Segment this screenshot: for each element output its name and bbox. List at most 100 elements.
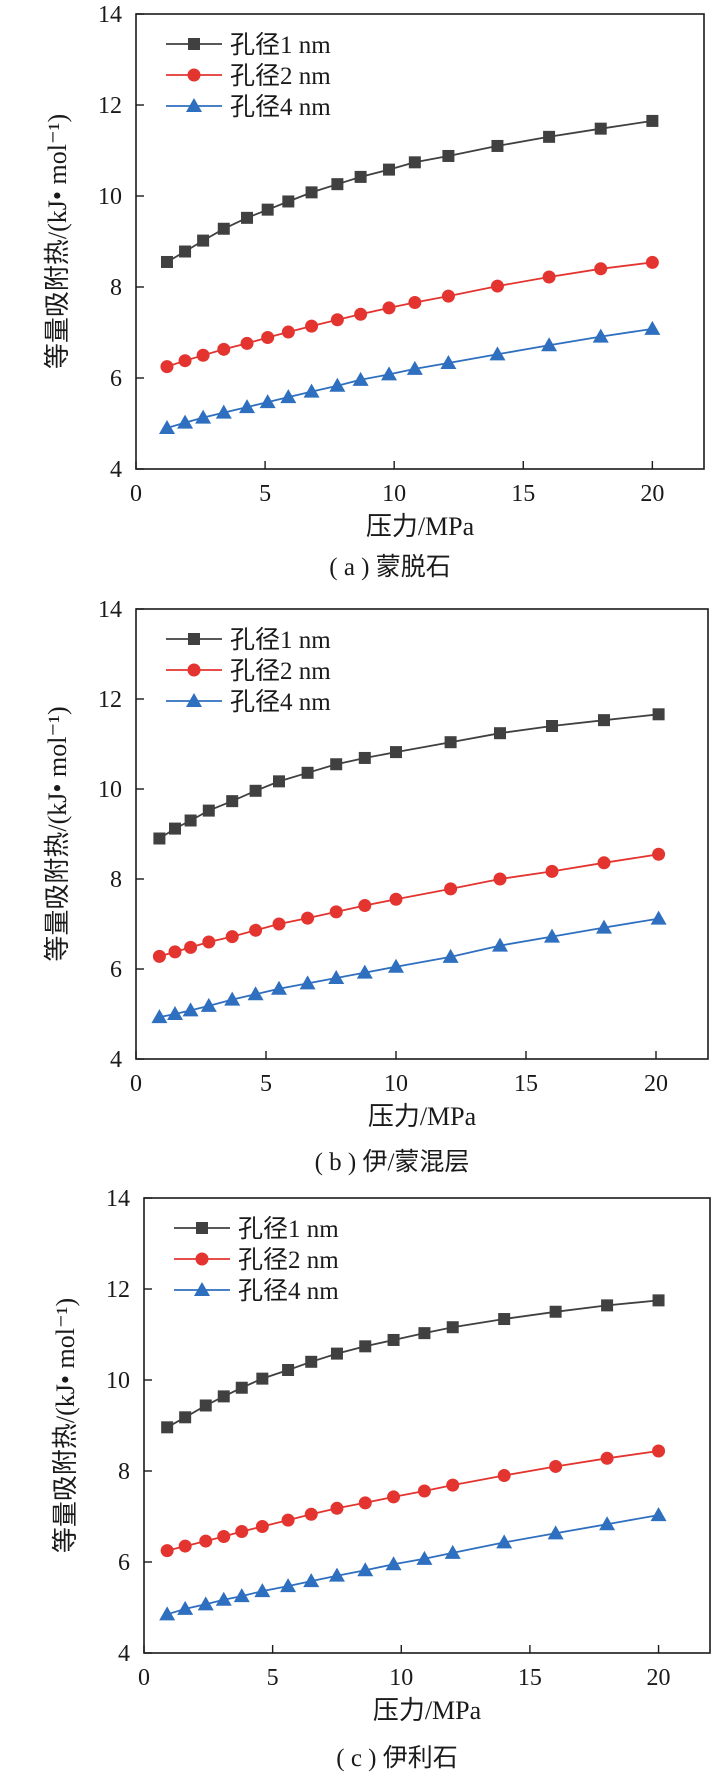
data-point xyxy=(644,320,661,335)
x-tick-label: 20 xyxy=(640,481,664,507)
data-point xyxy=(646,114,659,127)
data-point xyxy=(489,346,506,361)
legend: 孔径1 nm 孔径2 nm 孔径4 nm xyxy=(166,31,331,121)
data-point xyxy=(546,720,558,732)
data-point xyxy=(158,420,175,435)
data-point xyxy=(161,1421,174,1434)
data-point xyxy=(168,945,182,959)
plot-frame xyxy=(135,13,705,470)
data-point xyxy=(549,1459,563,1473)
data-point xyxy=(226,795,239,808)
data-point xyxy=(491,139,504,152)
data-point xyxy=(645,255,659,269)
series-line xyxy=(158,713,659,840)
y-tick-label: 14 xyxy=(106,1186,130,1212)
data-point xyxy=(542,270,556,284)
data-point xyxy=(256,1372,269,1385)
data-point xyxy=(259,394,276,409)
data-point xyxy=(490,279,504,293)
data-point xyxy=(235,1525,249,1539)
y-tick-label: 10 xyxy=(106,1368,130,1394)
x-axis-title: 压力/MPa xyxy=(368,1102,477,1131)
series-2 xyxy=(152,847,666,963)
legend-marker xyxy=(187,68,201,82)
data-point xyxy=(356,964,373,979)
data-point xyxy=(359,1340,372,1353)
legend: 孔径1 nm 孔径2 nm 孔径4 nm xyxy=(174,1215,339,1305)
legend-label: 孔径4 nm xyxy=(230,93,331,121)
data-point xyxy=(330,1347,343,1360)
y-axis-title: 等量吸附热/(kJ• mol⁻¹) xyxy=(51,1298,80,1553)
data-point xyxy=(160,255,173,268)
y-tick-label: 12 xyxy=(98,93,122,119)
data-point xyxy=(601,1299,614,1312)
data-point xyxy=(652,847,666,861)
data-point xyxy=(382,301,396,315)
legend-marker xyxy=(188,633,200,645)
data-point xyxy=(441,289,455,303)
data-point xyxy=(596,919,612,934)
legend-marker xyxy=(186,98,202,112)
data-point xyxy=(358,899,372,913)
data-point xyxy=(358,751,371,764)
data-point xyxy=(247,986,264,1001)
data-point xyxy=(497,1469,511,1483)
data-point xyxy=(202,935,216,949)
data-point xyxy=(261,331,275,345)
data-point xyxy=(217,1390,230,1403)
x-tick-label: 0 xyxy=(130,481,142,507)
y-tick-label: 8 xyxy=(110,867,122,893)
data-point xyxy=(354,170,367,183)
series-line xyxy=(159,853,659,958)
plot-frame xyxy=(143,1197,711,1654)
series-3 xyxy=(158,320,661,435)
legend-marker xyxy=(196,1222,208,1234)
y-tick-label: 6 xyxy=(110,957,122,983)
data-point xyxy=(303,1573,320,1588)
data-point xyxy=(383,163,396,176)
data-point xyxy=(177,414,194,429)
data-point xyxy=(299,975,316,990)
data-point xyxy=(239,399,256,414)
data-point xyxy=(444,1544,461,1559)
data-point xyxy=(494,727,506,740)
data-point xyxy=(549,1305,562,1318)
data-point xyxy=(444,736,457,749)
data-point xyxy=(249,923,263,937)
x-tick-label: 10 xyxy=(389,1665,413,1691)
data-point xyxy=(197,1596,214,1611)
legend-marker xyxy=(194,1282,210,1296)
legend-label: 孔径2 nm xyxy=(230,657,331,685)
data-point xyxy=(177,1600,194,1615)
data-point xyxy=(199,1399,212,1412)
data-point xyxy=(235,1381,248,1394)
y-tick-label: 6 xyxy=(110,366,122,392)
data-point xyxy=(197,234,210,247)
data-point xyxy=(282,195,295,208)
data-point xyxy=(600,1451,614,1465)
data-point xyxy=(271,980,287,995)
data-point xyxy=(159,1606,176,1621)
y-axis-title: 等量吸附热/(kJ• mol⁻¹) xyxy=(43,706,72,961)
data-point xyxy=(202,804,215,817)
data-point xyxy=(178,354,192,368)
y-axis-title: 等量吸附热/(kJ• mol⁻¹) xyxy=(43,114,72,369)
data-point xyxy=(442,948,459,963)
data-point xyxy=(217,1530,231,1544)
legend-marker xyxy=(195,1252,209,1266)
legend-label: 孔径2 nm xyxy=(230,62,331,90)
data-point xyxy=(406,360,423,375)
data-point xyxy=(498,1313,511,1326)
data-point xyxy=(282,1363,295,1376)
y-tick-label: 8 xyxy=(118,1459,130,1485)
x-axis-title: 压力/MPa xyxy=(373,1696,482,1725)
x-tick-label: 0 xyxy=(130,1071,142,1097)
data-point xyxy=(331,178,344,191)
x-tick-label: 15 xyxy=(518,1665,542,1691)
y-tick-label: 12 xyxy=(98,687,122,713)
y-tick-label: 14 xyxy=(98,597,122,623)
y-tick-label: 12 xyxy=(106,1277,130,1303)
data-point xyxy=(195,409,212,424)
data-point xyxy=(358,1496,372,1510)
data-point xyxy=(418,1327,431,1340)
